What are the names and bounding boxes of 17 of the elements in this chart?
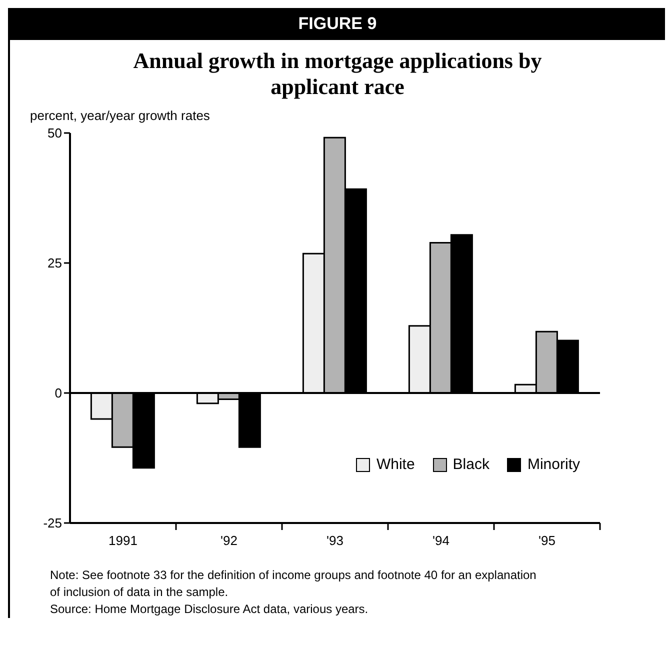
chart-title: FIGURE 9	[10, 8, 665, 40]
text: Note: See footnote 33 for the definition of income groups and footnote 40 for an explanation of inclusion of data in the sample.	[50, 567, 538, 601]
source-note: Source: Home Mortgage Disclosure Act data, various years.	[50, 601, 370, 618]
legend-label: Minority	[526, 456, 580, 473]
y-axis-title: percent, year/year growth rates	[30, 108, 211, 123]
legend-label: Black	[452, 456, 490, 473]
x-tick-label: '95	[538, 533, 556, 548]
x-tick-label: '94	[432, 533, 450, 548]
x-tick-label: '92	[220, 533, 238, 548]
x-tick-label: '93	[326, 533, 344, 548]
legend-label: White	[375, 456, 415, 473]
y-tick-label: 0	[54, 386, 62, 401]
chart-subtitle: Annual growth in mortgage applications by applicant race	[132, 48, 543, 100]
y-tick-label: 25	[48, 256, 62, 271]
y-tick-label: 50	[48, 126, 62, 141]
x-tick-label: 1991	[108, 533, 138, 548]
y-tick-label: -25	[43, 516, 62, 531]
